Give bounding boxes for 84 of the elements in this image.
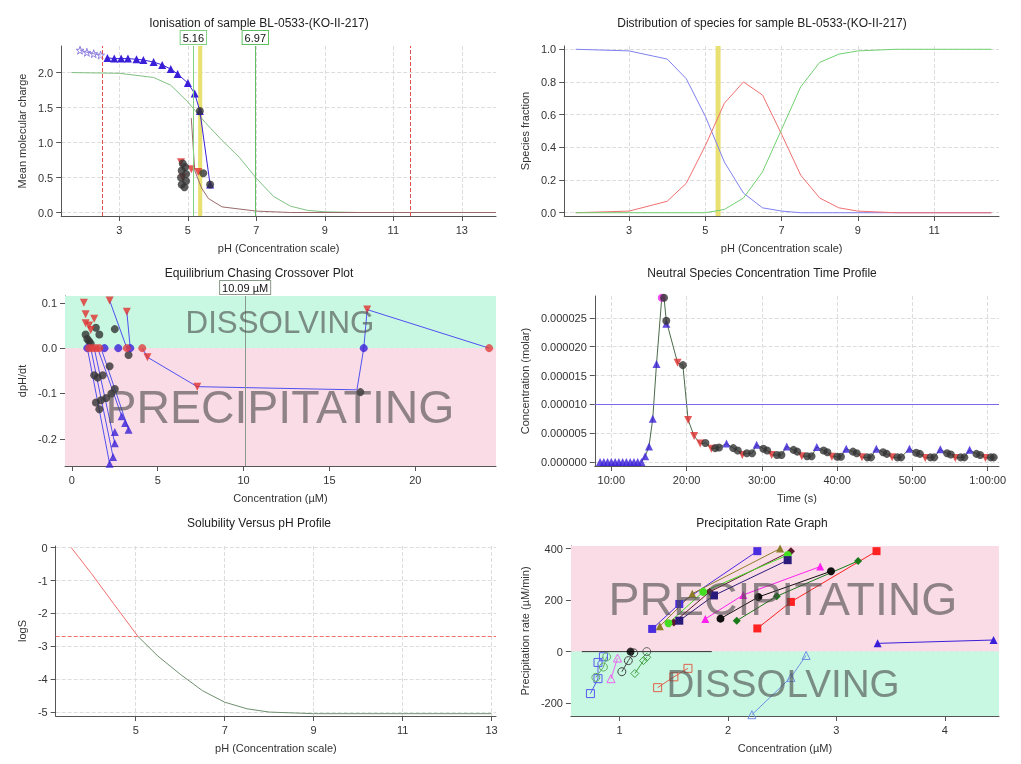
y-axis-title: Concentration (molar) [518,327,531,435]
x-tick-label: 3 [116,223,123,236]
chart-title: Equilibrium Chasing Crossover Plot [164,266,355,280]
y-tick-label: 1.0 [37,136,54,149]
x-tick-label: 5 [132,723,139,736]
x-tick-label: 11 [396,723,409,736]
x-tick-label: 10:00 [597,473,626,486]
y-tick-label: -3 [37,640,48,653]
y-tick-label: 0.0 [37,206,54,219]
y-tick-label: 2.0 [37,66,54,79]
y-tick-label: 0.1 [41,296,57,309]
x-axis-title: pH (Concentration scale) [720,241,843,254]
x-axis-title: Concentration (µM) [737,741,833,754]
y-tick-label: 0.000020 [540,340,587,353]
y-tick-label: 0.000025 [540,311,587,324]
x-tick-label: 0 [68,473,75,486]
x-tick-label: 13 [485,723,498,736]
x-axis-title: Concentration (µM) [233,491,328,504]
y-tick-label: 0.5 [37,171,54,184]
y-tick-label: 0.8 [540,75,557,88]
x-tick-label: 40:00 [823,473,851,486]
x-tick-label: 7 [778,223,785,236]
x-tick-label: 50:00 [898,473,927,486]
x-tick-label: 20 [409,473,422,486]
x-tick-label: 3 [625,223,633,236]
y-tick-label: 0.0 [540,206,557,219]
x-tick-label: 1 [616,723,623,736]
x-tick-label: 11 [928,223,940,236]
y-tick-label: -0.2 [38,432,57,445]
y-tick-label: 0.000015 [540,369,587,382]
y-tick-label: 1.0 [540,43,557,56]
x-tick-label: 15 [323,473,336,486]
x-tick-label: 9 [310,723,317,736]
chart-title: Precipitation Rate Graph [696,516,828,530]
y-tick-label: 200 [544,594,563,607]
y-tick-label: 400 [544,542,563,555]
y-tick-label: -5 [37,706,48,719]
x-tick-label: 20:00 [672,473,701,486]
x-tick-label: 7 [221,723,228,736]
x-tick-label: 5 [184,223,191,236]
x-tick-label: 7 [253,223,260,236]
y-tick-label: -0.1 [38,387,57,400]
y-tick-label: 0.0 [41,342,57,355]
y-tick-label: 0 [556,645,563,658]
y-tick-label: 0.000010 [540,398,587,411]
chart-title: Neutral Species Concentration Time Profile [647,266,878,280]
band-label: DISSOLVING [666,662,900,706]
y-axis-title: dpH/dt [15,364,28,398]
y-axis-title: Species fraction [518,91,531,171]
x-tick-label: 1:00:00 [969,473,1007,486]
chart-title: Ionisation of sample BL-0533-(KO-II-217) [149,16,369,30]
y-axis-title: Precipitation rate (µM/min) [518,566,531,696]
chart-title: Distribution of species for sample BL-0533-(KO-II-217) [617,16,907,30]
y-tick-label: -2 [37,607,48,620]
x-tick-label: 4 [941,723,948,736]
x-tick-label: 2 [725,723,732,736]
y-tick-label: -1 [37,574,48,587]
x-axis-title: pH (Concentration scale) [215,741,337,754]
y-axis-title: Mean molecular charge [15,73,28,189]
x-tick-label: 9 [321,223,328,236]
y-tick-label: 0.2 [540,174,557,187]
x-tick-label: 13 [455,223,468,236]
y-tick-label: 1.5 [37,101,54,114]
x-tick-label: 9 [854,223,861,236]
x-axis-title: pH (Concentration scale) [217,241,340,254]
y-axis-title: logS [15,619,28,643]
y-tick-label: 0 [41,541,48,554]
y-tick-label: -4 [37,673,48,686]
y-tick-label: 0.6 [540,108,557,121]
y-tick-label: 0.000000 [540,455,587,468]
ref-line-label: 6.97 [244,31,267,44]
chart-title: Solubility Versus pH Profile [186,516,332,530]
x-tick-label: 5 [702,223,709,236]
x-tick-label: 3 [833,723,840,736]
y-tick-label: -200 [540,697,563,710]
x-tick-label: 30:00 [748,473,776,486]
ref-line-label: 5.16 [182,31,205,44]
y-tick-label: 0.000005 [540,427,587,440]
x-tick-label: 5 [154,473,161,486]
y-tick-label: 0.4 [540,141,557,154]
x-axis-title: Time (s) [776,491,817,504]
x-tick-label: 11 [387,223,399,236]
x-tick-label: 10 [237,473,250,486]
ref-line-label: 10.09 µM [222,281,269,294]
